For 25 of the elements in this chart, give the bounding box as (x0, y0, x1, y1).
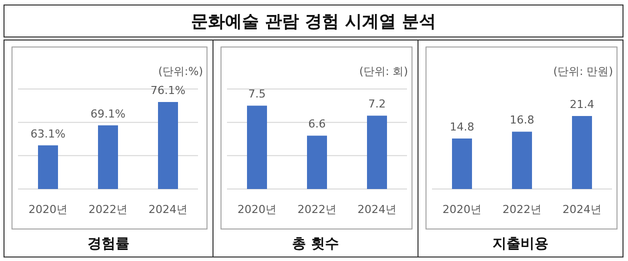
data-label: 69.1% (90, 107, 126, 120)
text: 총 횟수 (292, 236, 339, 252)
text: 경험률 (88, 236, 130, 252)
x-tick-label: 2020년 (28, 203, 68, 216)
x-tick-label: 2022년 (88, 203, 128, 216)
x-tick-label: 2024년 (148, 203, 188, 216)
text: (단위: 회) (359, 65, 408, 78)
x-tick-label: 2024년 (358, 203, 396, 216)
text: 문화예술 관람 경험 시계열 분석 (191, 12, 436, 32)
x-tick-label: 2020년 (238, 203, 276, 216)
data-label: 63.1% (30, 127, 66, 140)
data-label: 6.6 (308, 118, 326, 131)
data-label: 14.8 (450, 120, 474, 134)
x-tick-label: 2022년 (502, 203, 542, 216)
data-label: 7.5 (248, 88, 266, 101)
x-tick-label: 2022년 (298, 203, 336, 216)
text: (단위: 만원) (553, 65, 613, 78)
data-label: 7.2 (368, 98, 386, 111)
x-tick-label: 2024년 (562, 203, 602, 216)
x-tick-label: 2020년 (442, 203, 482, 216)
text: 지출비용 (492, 236, 548, 252)
text: (단위:%) (158, 65, 203, 78)
data-label: 16.8 (510, 114, 534, 127)
data-label: 21.4 (570, 98, 594, 111)
data-label: 76.1% (150, 84, 186, 97)
